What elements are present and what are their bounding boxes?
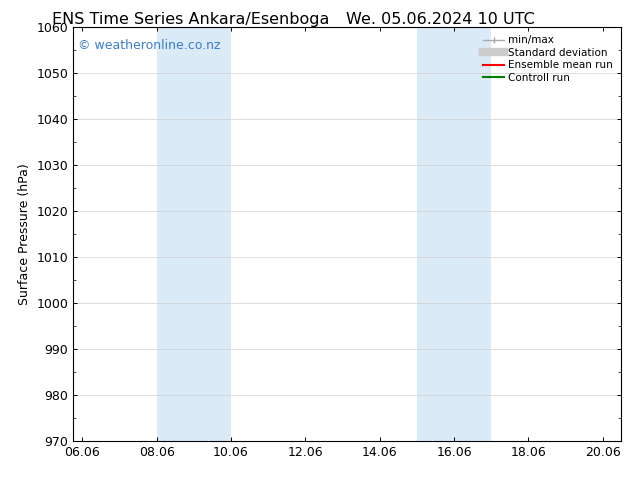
Bar: [417, 27, 491, 441]
Text: © weatheronline.co.nz: © weatheronline.co.nz: [79, 39, 221, 52]
Bar: [157, 27, 231, 441]
Legend: min/max, Standard deviation, Ensemble mean run, Controll run: min/max, Standard deviation, Ensemble me…: [480, 32, 616, 86]
Text: ENS Time Series Ankara/Esenboga: ENS Time Series Ankara/Esenboga: [51, 12, 329, 27]
Title: ENS Time Series Ankara/Esenboga      We. 05.06.2024 10 UTC: ENS Time Series Ankara/Esenboga We. 05.0…: [0, 489, 1, 490]
Y-axis label: Surface Pressure (hPa): Surface Pressure (hPa): [18, 163, 30, 305]
Text: We. 05.06.2024 10 UTC: We. 05.06.2024 10 UTC: [346, 12, 535, 27]
